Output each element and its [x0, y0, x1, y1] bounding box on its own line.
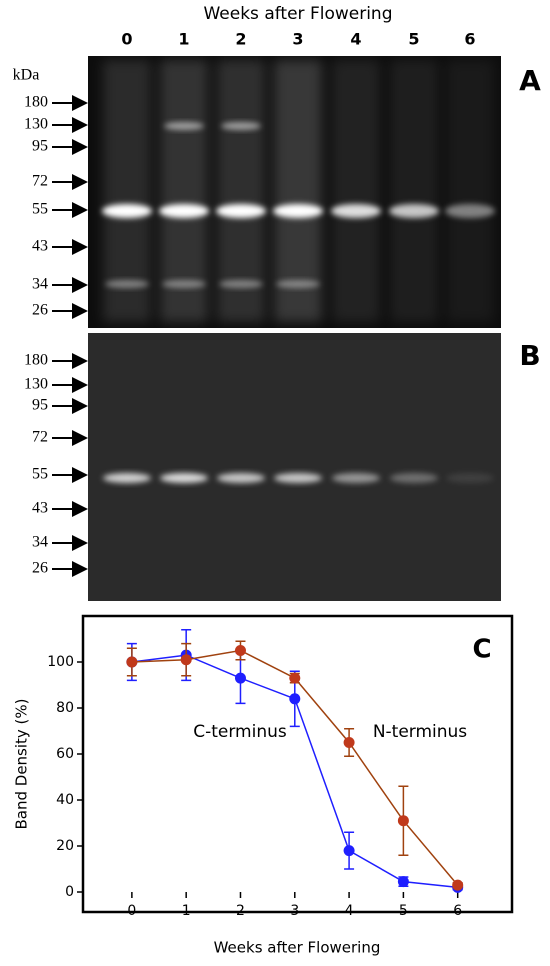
band: [273, 204, 323, 218]
band: [159, 204, 209, 218]
band: [219, 280, 263, 288]
marker-label: 180: [24, 352, 48, 369]
marker-label: 55: [32, 201, 48, 218]
point: [289, 672, 301, 684]
x-tick-label: 1: [182, 903, 191, 919]
lane-smear: [160, 60, 208, 322]
marker-label: 130: [24, 116, 48, 133]
plot-frame: [81, 614, 514, 914]
point: [289, 693, 301, 705]
marker-label: 26: [32, 560, 48, 577]
x-axis-title: Weeks after Flowering: [214, 939, 381, 957]
panel-label: C: [472, 635, 491, 665]
band: [446, 473, 494, 483]
marker-label: 43: [32, 500, 48, 517]
x-tick-label: 4: [345, 903, 354, 919]
y-tick-label: 20: [56, 838, 74, 854]
point: [180, 654, 192, 666]
band: [105, 280, 149, 288]
series-label: C-terminus: [193, 722, 287, 742]
panel-label: B: [519, 339, 540, 372]
lane-label: 3: [292, 30, 303, 49]
lane-label: 6: [464, 30, 475, 49]
band: [331, 204, 381, 218]
lane-label: 1: [178, 30, 189, 49]
point: [126, 656, 138, 668]
marker-label: 95: [32, 138, 48, 155]
lane-smear: [103, 60, 151, 322]
point: [234, 672, 246, 684]
point: [397, 876, 409, 888]
y-tick-label: 100: [47, 654, 74, 670]
gel-bands: [102, 60, 495, 483]
y-tick-label: 60: [56, 746, 74, 762]
marker-label: 55: [32, 466, 48, 483]
lane-smear: [332, 60, 380, 322]
band: [164, 122, 204, 130]
gel-title: Weeks after Flowering: [203, 4, 392, 24]
point: [397, 815, 409, 827]
band: [276, 280, 320, 288]
marker-label: 95: [32, 397, 48, 414]
lane-label: 5: [408, 30, 419, 49]
band: [103, 473, 151, 483]
marker-label: 34: [32, 534, 48, 551]
marker-label: 26: [32, 302, 48, 319]
lane-label: 0: [121, 30, 132, 49]
point: [234, 645, 246, 656]
unit-label: kDa: [13, 67, 40, 84]
x-tick-label: 3: [290, 903, 299, 919]
point: [343, 737, 355, 748]
band: [216, 204, 266, 218]
band: [217, 473, 265, 483]
point: [343, 845, 355, 857]
y-tick-label: 80: [56, 700, 74, 716]
band: [274, 473, 322, 483]
lane-smear: [274, 60, 322, 322]
band: [160, 473, 208, 483]
y-tick-label: 0: [65, 884, 74, 900]
band: [445, 204, 495, 218]
x-tick-label: 6: [453, 903, 462, 919]
series-label: N-terminus: [373, 722, 467, 742]
lane-smear: [217, 60, 265, 322]
marker-label: 72: [32, 173, 48, 190]
x-tick-label: 2: [236, 903, 245, 919]
band: [102, 204, 152, 218]
marker-label: 72: [32, 429, 48, 446]
panel-label: A: [519, 64, 541, 97]
band: [389, 204, 439, 218]
marker-label: 43: [32, 238, 48, 255]
x-tick-label: 0: [127, 903, 136, 919]
lane-smear: [446, 60, 494, 322]
marker-label: 34: [32, 276, 48, 293]
band: [332, 473, 380, 483]
lane-smear: [390, 60, 438, 322]
lane-label: 2: [235, 30, 246, 49]
gel-b: [88, 333, 501, 601]
y-tick-label: 40: [56, 792, 74, 808]
y-axis-title: Band Density (%): [13, 698, 31, 829]
x-tick-label: 5: [399, 903, 408, 919]
point: [452, 879, 464, 891]
lane-label: 4: [350, 30, 361, 49]
band: [221, 122, 261, 130]
band: [162, 280, 206, 288]
marker-label: 180: [24, 94, 48, 111]
marker-label: 130: [24, 376, 48, 393]
band: [390, 473, 438, 483]
